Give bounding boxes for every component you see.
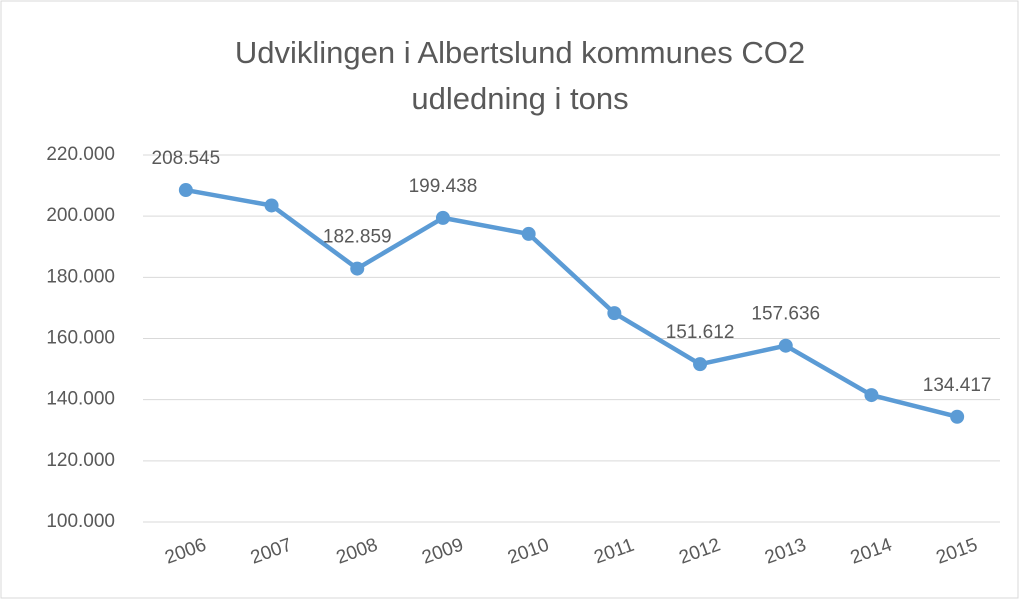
point <box>693 357 708 372</box>
point <box>178 183 193 198</box>
point <box>950 409 965 424</box>
data-label: 157.636 <box>751 304 820 325</box>
point <box>521 226 536 241</box>
chart-title: Udviklingen i Albertslund kommunes CO2 <box>235 35 805 70</box>
y-tick-label: 180.000 <box>46 266 115 287</box>
y-tick-label: 220.000 <box>46 144 115 165</box>
point <box>778 338 793 353</box>
point <box>607 306 622 321</box>
data-label: 151.612 <box>666 322 735 343</box>
point <box>435 210 450 225</box>
y-tick-label: 160.000 <box>46 328 115 349</box>
data-label: 182.859 <box>323 227 392 248</box>
line <box>185 187 958 419</box>
point <box>264 198 279 213</box>
y-tick-label: 200.000 <box>46 205 115 226</box>
chart-title: udledning i tons <box>411 81 628 116</box>
point <box>350 261 365 276</box>
y-tick-label: 100.000 <box>46 511 115 532</box>
y-tick-label: 140.000 <box>46 389 115 410</box>
data-label: 199.438 <box>409 176 478 197</box>
y-tick-label: 120.000 <box>46 450 115 471</box>
data-label: 134.417 <box>923 375 992 396</box>
point <box>864 388 879 403</box>
data-label: 208.545 <box>152 148 221 169</box>
